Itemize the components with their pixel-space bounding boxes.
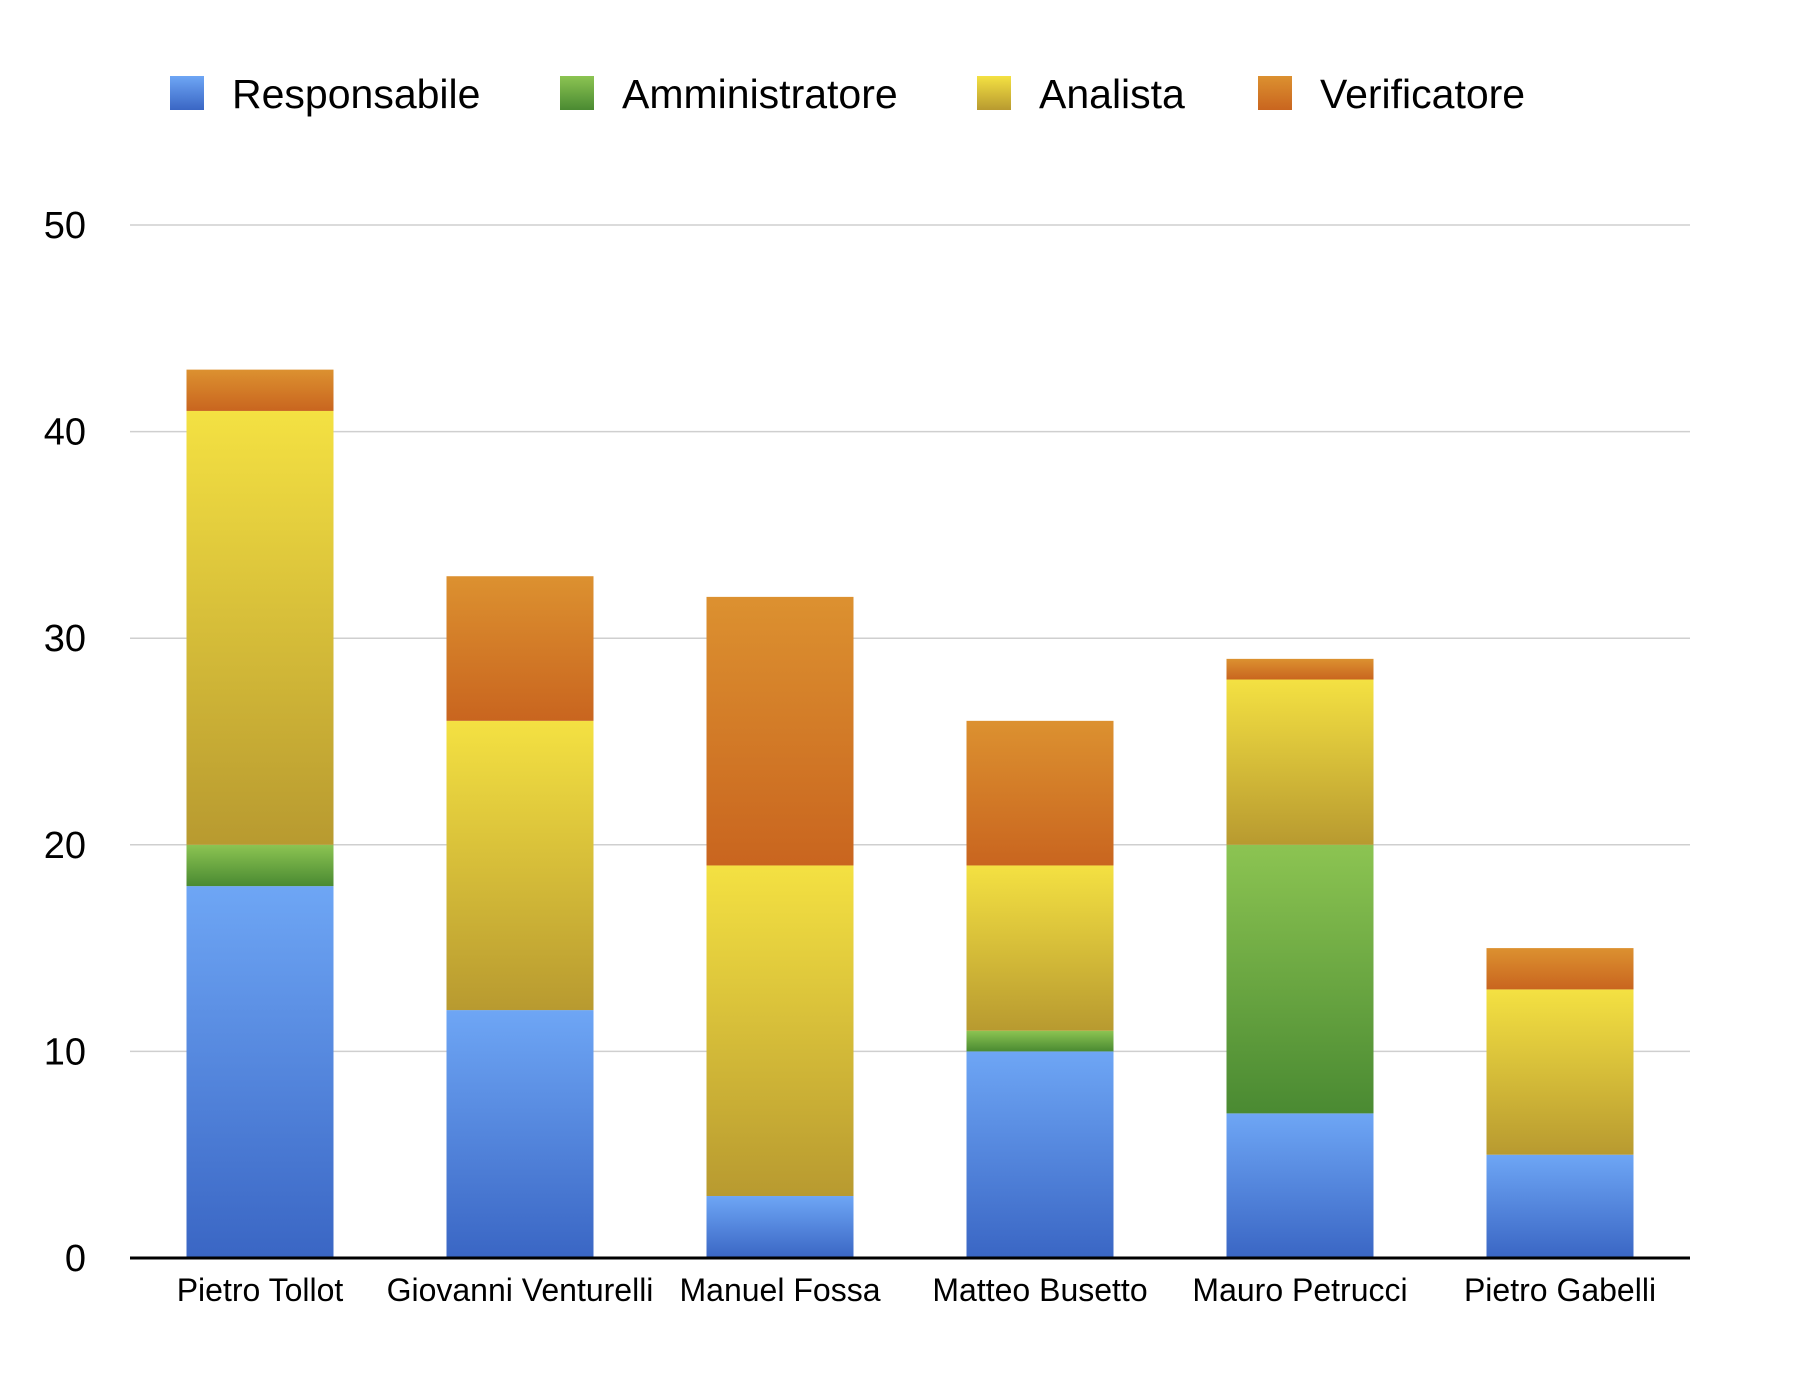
bar-manuel-fossa-verificatore xyxy=(706,596,854,866)
y-tick-label-50: 50 xyxy=(44,205,86,247)
bar-giovanni-venturelli-analista xyxy=(446,720,594,1011)
y-tick-label-20: 20 xyxy=(44,825,86,867)
bar-matteo-busetto-verificatore xyxy=(966,720,1114,866)
y-tick-label-0: 0 xyxy=(65,1238,86,1280)
bar-pietro-gabelli-verificatore xyxy=(1486,948,1634,990)
legend: Responsabile Amministratore Analista Verifi… xyxy=(170,71,1525,117)
x-tick-label-giovanni-venturelli: Giovanni Venturelli xyxy=(387,1272,654,1308)
legend-swatch-amministratore xyxy=(560,76,594,110)
legend-label-responsabile: Responsabile xyxy=(232,71,480,117)
y-tick-label-30: 30 xyxy=(44,618,86,660)
bar-mauro-petrucci-verificatore xyxy=(1226,658,1374,680)
bar-matteo-busetto-amministratore xyxy=(966,1030,1114,1052)
legend-swatch-responsabile xyxy=(170,76,204,110)
bar-matteo-busetto-analista xyxy=(966,865,1114,1031)
legend-label-analista: Analista xyxy=(1039,71,1185,117)
bar-pietro-tollot-verificatore xyxy=(186,369,334,411)
y-axis-ticks: 0 10 20 30 40 50 xyxy=(44,205,86,1280)
legend-swatch-verificatore xyxy=(1258,76,1292,110)
gridlines xyxy=(130,224,1690,1053)
bar-matteo-busetto-responsabile xyxy=(966,1051,1114,1258)
x-tick-label-pietro-gabelli: Pietro Gabelli xyxy=(1464,1272,1656,1308)
bars xyxy=(186,369,1634,1258)
legend-label-amministratore: Amministratore xyxy=(622,71,898,117)
x-tick-label-matteo-busetto: Matteo Busetto xyxy=(932,1272,1147,1308)
bar-manuel-fossa-responsabile xyxy=(706,1196,854,1258)
x-tick-label-pietro-tollot: Pietro Tollot xyxy=(177,1272,344,1308)
x-tick-label-mauro-petrucci: Mauro Petrucci xyxy=(1192,1272,1407,1308)
x-axis-labels: Pietro Tollot Giovanni Venturelli Manuel F… xyxy=(177,1272,1656,1308)
bar-manuel-fossa-analista xyxy=(706,865,854,1197)
bar-pietro-tollot-responsabile xyxy=(186,886,334,1258)
bar-mauro-petrucci-analista xyxy=(1226,679,1374,845)
y-tick-label-40: 40 xyxy=(44,412,86,454)
bar-mauro-petrucci-responsabile xyxy=(1226,1113,1374,1258)
legend-label-verificatore: Verificatore xyxy=(1320,71,1525,117)
bar-mauro-petrucci-amministratore xyxy=(1226,844,1374,1114)
bar-pietro-gabelli-responsabile xyxy=(1486,1154,1634,1258)
bar-pietro-tollot-amministratore xyxy=(186,844,334,887)
y-tick-label-10: 10 xyxy=(44,1031,86,1073)
bar-giovanni-venturelli-responsabile xyxy=(446,1010,594,1258)
x-tick-label-manuel-fossa: Manuel Fossa xyxy=(680,1272,881,1308)
bar-pietro-tollot-analista xyxy=(186,410,334,845)
bar-giovanni-venturelli-verificatore xyxy=(446,576,594,721)
bar-pietro-gabelli-analista xyxy=(1486,989,1634,1155)
legend-swatch-analista xyxy=(977,76,1011,110)
